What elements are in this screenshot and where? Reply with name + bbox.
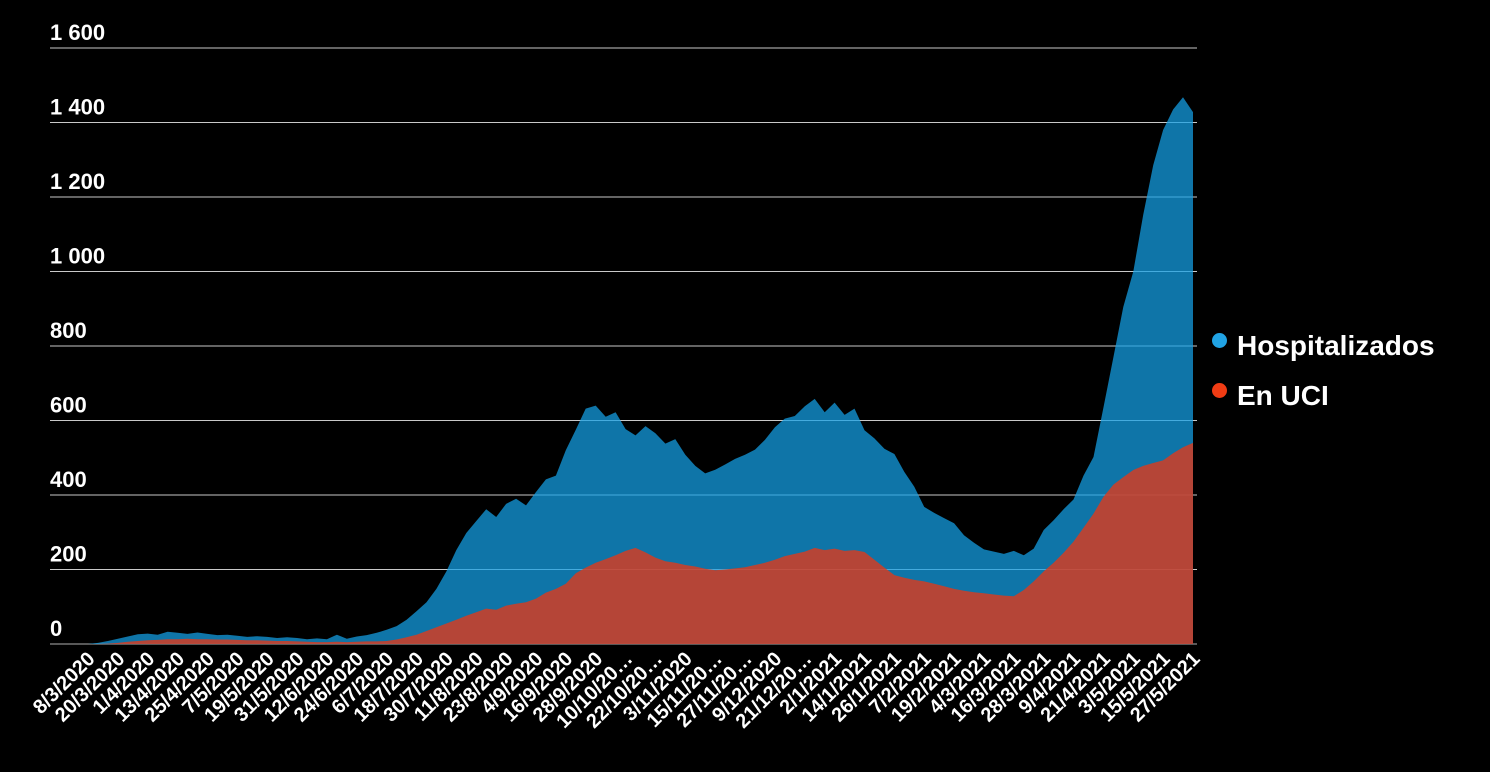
- y-axis-tick-label: 600: [50, 393, 87, 418]
- y-axis-tick-label: 0: [50, 616, 62, 641]
- legend-label-hospitalizados: Hospitalizados: [1237, 330, 1435, 361]
- legend-dot-hospitalizados-icon: [1212, 333, 1227, 348]
- y-axis-tick-label: 1 000: [50, 244, 105, 269]
- legend-item-en-uci: En UCI: [1212, 380, 1488, 412]
- legend-label-en-uci: En UCI: [1237, 380, 1329, 411]
- y-axis-tick-label: 400: [50, 467, 87, 492]
- legend-dot-en-uci-icon: [1212, 383, 1227, 398]
- y-axis-tick-label: 1 600: [50, 20, 105, 45]
- y-axis-tick-label: 200: [50, 542, 87, 567]
- legend: Hospitalizados En UCI: [1212, 330, 1488, 430]
- y-axis-tick-label: 1 400: [50, 95, 105, 120]
- area-hospitalizados: [88, 97, 1193, 644]
- area-en-uci: [88, 442, 1193, 644]
- y-axis-tick-label: 800: [50, 318, 87, 343]
- legend-item-hospitalizados: Hospitalizados: [1212, 330, 1488, 362]
- y-axis-tick-label: 1 200: [50, 169, 105, 194]
